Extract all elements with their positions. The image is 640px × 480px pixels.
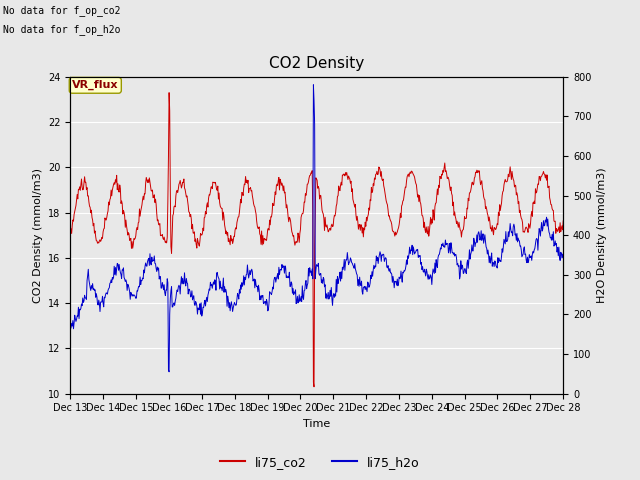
Y-axis label: CO2 Density (mmol/m3): CO2 Density (mmol/m3) — [33, 168, 43, 303]
Legend: li75_co2, li75_h2o: li75_co2, li75_h2o — [215, 451, 425, 474]
Text: No data for f_op_h2o: No data for f_op_h2o — [3, 24, 121, 35]
Title: CO2 Density: CO2 Density — [269, 57, 364, 72]
Y-axis label: H2O Density (mmol/m3): H2O Density (mmol/m3) — [597, 168, 607, 303]
X-axis label: Time: Time — [303, 419, 330, 429]
Text: No data for f_op_co2: No data for f_op_co2 — [3, 5, 121, 16]
Text: VR_flux: VR_flux — [72, 80, 118, 90]
